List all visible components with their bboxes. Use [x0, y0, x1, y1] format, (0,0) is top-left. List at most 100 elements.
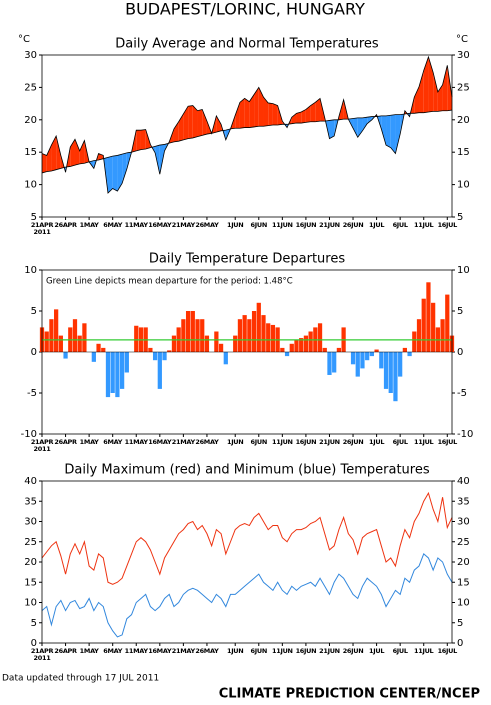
- bar: [195, 319, 200, 352]
- x-tick-label: 21MAY: [172, 438, 196, 446]
- bar: [167, 350, 172, 352]
- normal-line: [41, 109, 453, 174]
- anomaly-fill: [140, 129, 146, 150]
- y-tick-label: 5: [457, 306, 463, 317]
- anomaly-fill: [291, 113, 297, 124]
- y-tick-label: 25: [457, 537, 470, 548]
- x-tick-label: 16MAY: [148, 438, 172, 446]
- x-tick-label: 21APR: [31, 221, 54, 229]
- anomaly-fill: [381, 115, 387, 146]
- bar: [157, 352, 162, 389]
- annotation: Green Line depicts mean departure for th…: [46, 277, 293, 287]
- bar: [247, 319, 252, 352]
- x-tick-label: 16JUL: [438, 438, 458, 446]
- x-tick-label: 1JUL: [369, 647, 384, 655]
- anomaly-fill: [244, 98, 250, 128]
- y-tick-label: 5: [31, 618, 37, 629]
- anomaly-fill: [107, 156, 113, 194]
- x-tick-label: 16MAY: [148, 221, 172, 229]
- anomaly-fill: [442, 65, 448, 111]
- bar: [134, 325, 139, 352]
- bar: [49, 319, 54, 352]
- plot-frame: [41, 269, 453, 435]
- anomaly-fill: [202, 109, 207, 136]
- bar: [162, 352, 167, 361]
- bar: [77, 335, 82, 352]
- bar: [200, 319, 205, 352]
- anomaly-fill: [136, 130, 141, 151]
- anomaly-fill: [419, 70, 424, 113]
- anomaly-fill: [51, 136, 57, 171]
- x-tick-label: 6MAY: [103, 221, 122, 229]
- anomaly-fill: [423, 56, 429, 113]
- average-line: [41, 55, 453, 194]
- x-tick-label: 1JUN: [227, 438, 243, 446]
- x-tick-label: 11JUL: [414, 647, 434, 655]
- y-tick-label: 5: [457, 212, 463, 223]
- x-tick-label: 16JUN: [296, 647, 317, 655]
- anomaly-fill: [437, 84, 443, 112]
- bar: [233, 335, 238, 352]
- bar: [190, 311, 195, 352]
- x-tick-label: 21JUN: [319, 438, 340, 446]
- anomaly-fill: [117, 154, 123, 192]
- x-tick-label: 16JUL: [438, 221, 458, 229]
- bar: [101, 347, 106, 352]
- bar: [350, 352, 356, 365]
- bar: [44, 331, 49, 352]
- x-tick-label: 1JUL: [369, 221, 384, 229]
- y-tick-label: 20: [24, 115, 37, 126]
- anomaly-fill: [433, 72, 438, 112]
- anomaly-fill: [126, 152, 132, 170]
- y-tick-label: 15: [24, 577, 37, 588]
- anomaly-fill: [305, 105, 311, 123]
- update-note: Data updated through 17 JUL 2011: [2, 674, 159, 684]
- anomaly-fill: [183, 106, 189, 140]
- bar: [322, 347, 327, 352]
- y-tick-label: 20: [457, 557, 470, 568]
- bar: [237, 319, 243, 352]
- bar: [82, 323, 87, 352]
- anomaly-fill: [46, 145, 52, 172]
- y-tick-label: 35: [457, 496, 470, 507]
- anomaly-fill: [447, 65, 452, 111]
- y-tick-label: 10: [457, 180, 470, 191]
- x-tick-label: 16MAY: [148, 647, 172, 655]
- bar: [303, 335, 309, 352]
- anomaly-fill: [216, 115, 222, 133]
- bar: [407, 352, 412, 357]
- bar: [110, 352, 115, 393]
- y-tick-label: 5: [31, 306, 37, 317]
- bar: [204, 335, 210, 352]
- bar: [280, 347, 285, 352]
- x-tick-label: 6JUN: [251, 647, 267, 655]
- bar: [332, 352, 337, 373]
- page-title: BUDAPEST/LORINC, HUNGARY: [125, 0, 365, 19]
- anomaly-fill: [188, 105, 193, 139]
- anomaly-fill: [258, 87, 264, 127]
- bar: [96, 343, 101, 352]
- y-tick-label: 20: [457, 115, 470, 126]
- bar: [412, 331, 417, 352]
- bar: [261, 315, 266, 352]
- anomaly-fill: [263, 97, 269, 127]
- anomaly-fill: [296, 112, 302, 124]
- x-tick-label: 21JUN: [319, 221, 340, 229]
- y-tick-label: 30: [24, 50, 37, 61]
- y-tick-label: 15: [24, 147, 37, 158]
- bar: [327, 352, 332, 375]
- anomaly-fill: [70, 139, 75, 167]
- anomaly-fill: [42, 153, 47, 173]
- anomaly-fill: [254, 87, 259, 127]
- y-tick-label: 5: [31, 212, 37, 223]
- x-tick-label: 6JUL: [393, 647, 408, 655]
- y-axis-label: °C: [456, 34, 468, 45]
- y-tick-label: 20: [24, 557, 37, 568]
- anomaly-fill: [395, 114, 401, 154]
- bar: [218, 343, 224, 352]
- anomaly-fill: [192, 105, 198, 138]
- anomaly-fill: [239, 98, 245, 129]
- anomaly-fill: [268, 102, 273, 126]
- y-axis-label: °C: [18, 34, 30, 45]
- anomaly-fill: [353, 117, 358, 138]
